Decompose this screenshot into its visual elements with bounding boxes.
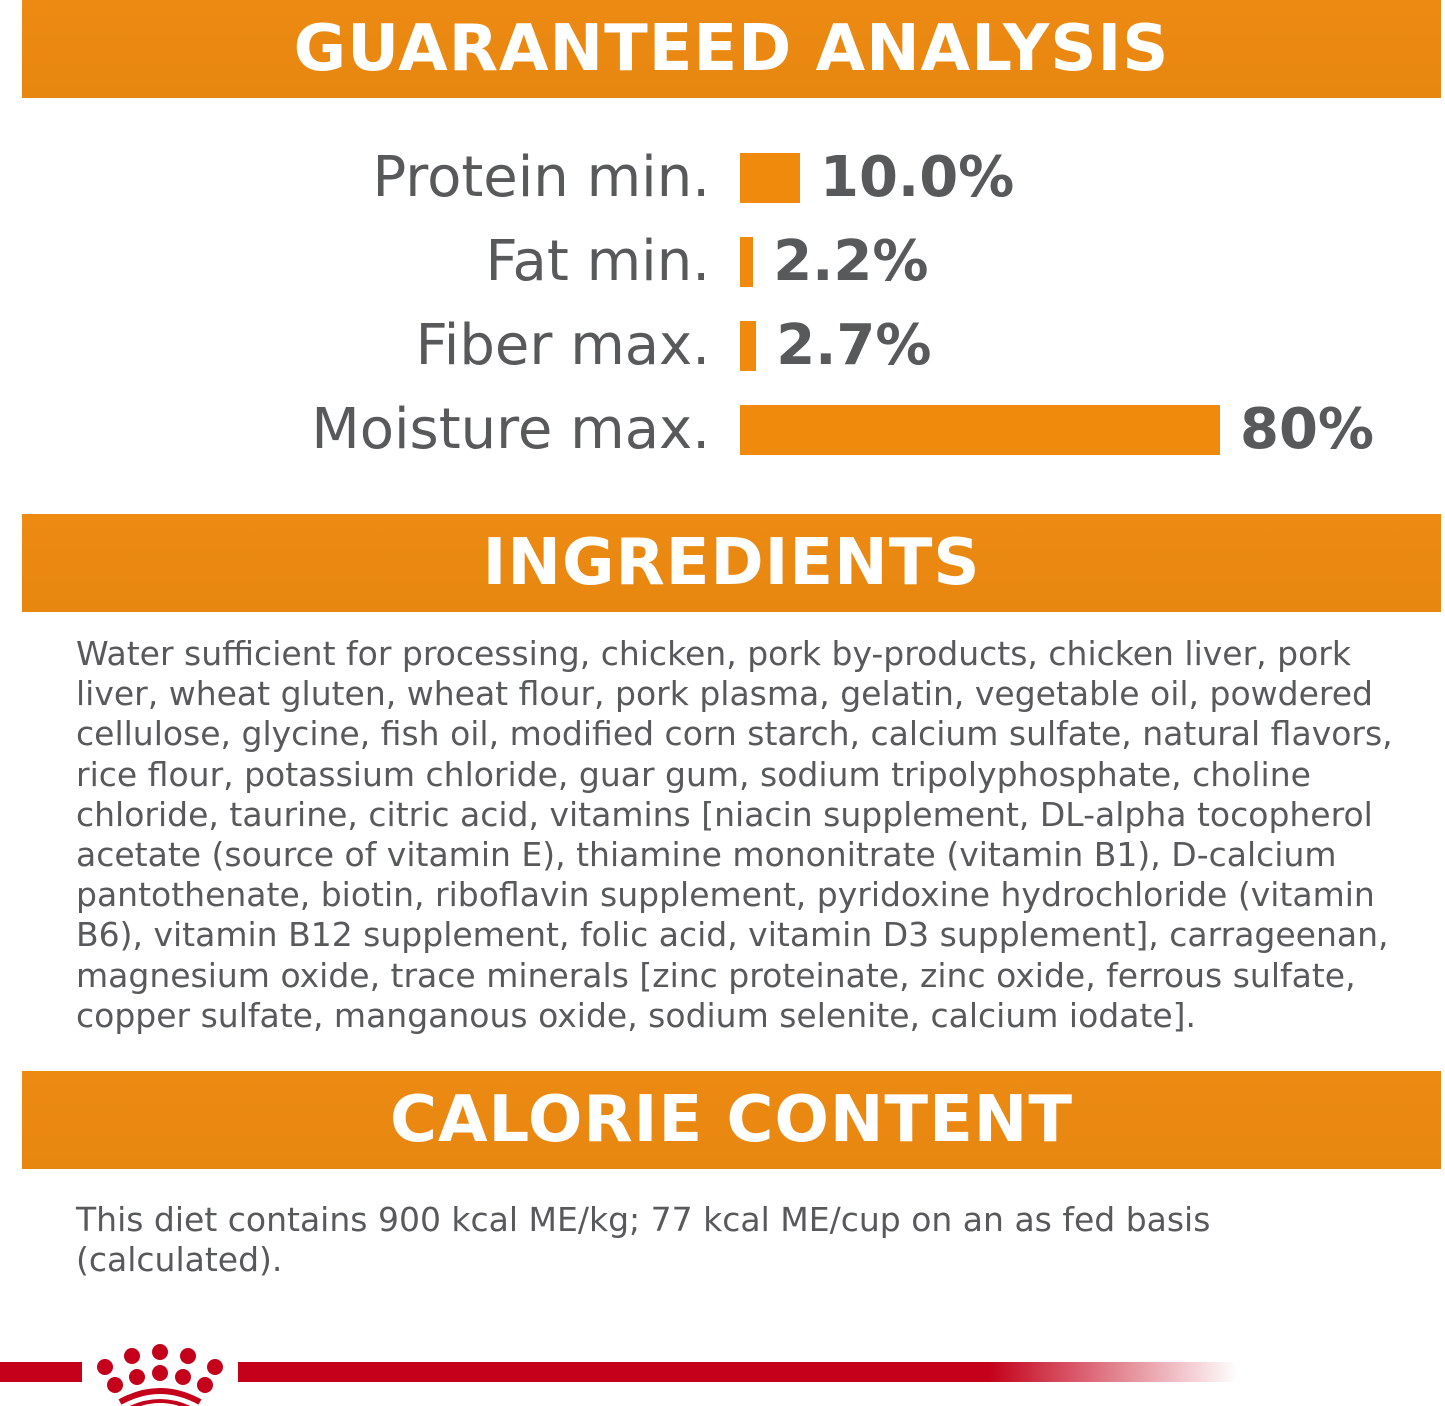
- calorie-content-header: CALORIE CONTENT: [22, 1071, 1441, 1169]
- royal-canin-crown-icon: [97, 1344, 223, 1406]
- analysis-row: Moisture max. 80%: [0, 400, 1445, 460]
- guaranteed-analysis-header: GUARANTEED ANALYSIS: [22, 0, 1441, 98]
- analysis-value: 80%: [1240, 397, 1375, 462]
- analysis-bar: [740, 153, 800, 203]
- analysis-row: Fat min. 2.2%: [0, 232, 1445, 292]
- analysis-row: Fiber max. 2.7%: [0, 316, 1445, 376]
- analysis-bar: [740, 237, 754, 287]
- analysis-value: 10.0%: [820, 145, 1015, 210]
- ingredients-header: INGREDIENTS: [22, 514, 1441, 612]
- analysis-label: Protein min.: [372, 145, 710, 210]
- analysis-label: Fiber max.: [415, 313, 710, 378]
- analysis-bar: [740, 321, 757, 371]
- analysis-label: Moisture max.: [311, 397, 710, 462]
- analysis-value: 2.7%: [776, 313, 932, 378]
- brand-line-right: [238, 1362, 1238, 1382]
- calorie-content-text: This diet contains 900 kcal ME/kg; 77 kc…: [76, 1200, 1211, 1280]
- ingredients-text: Water sufficient for processing, chicken…: [76, 634, 1393, 1035]
- analysis-row: Protein min. 10.0%: [0, 148, 1445, 208]
- analysis-bar: [740, 405, 1220, 455]
- analysis-label: Fat min.: [485, 229, 710, 294]
- brand-line-left: [0, 1362, 82, 1382]
- analysis-value: 2.2%: [773, 229, 929, 294]
